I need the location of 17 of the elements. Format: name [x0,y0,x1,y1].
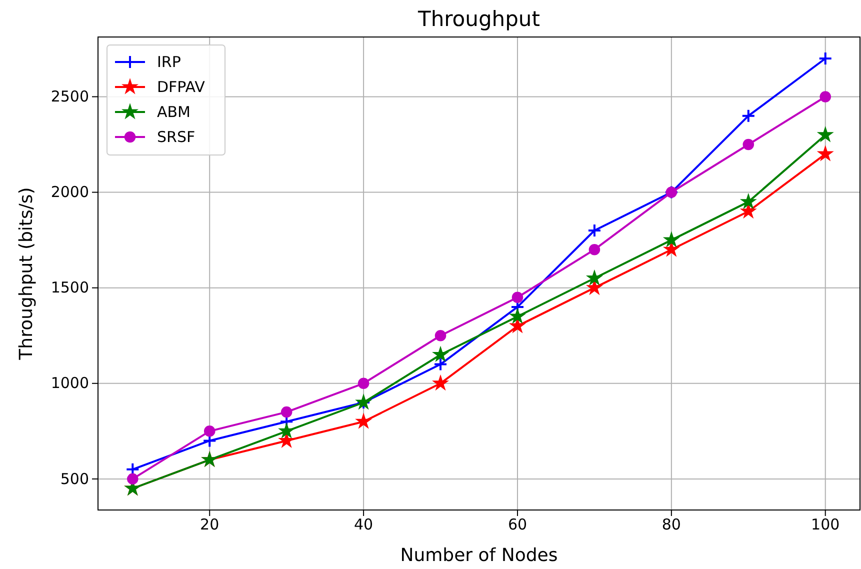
chart-title: Throughput [417,7,540,31]
y-axis-title: Throughput (bits/s) [16,187,37,361]
x-tick-label: 40 [354,516,374,534]
x-tick-label: 20 [200,516,220,534]
y-tick-label: 1000 [50,374,89,392]
y-tick-label: 2000 [50,183,89,202]
legend-label: SRSF [157,128,196,146]
y-tick-label: 500 [60,470,89,488]
x-tick-label: 100 [811,516,840,534]
y-tick-label: 2500 [50,88,89,106]
x-axis-title: Number of Nodes [400,545,558,566]
x-tick-label: 80 [662,516,681,534]
legend-label: ABM [157,103,190,121]
y-tick-label: 1500 [50,278,89,297]
legend-label: IRP [157,53,181,71]
legend-label: DFPAV [157,78,206,96]
x-tick-label: 60 [508,516,528,534]
